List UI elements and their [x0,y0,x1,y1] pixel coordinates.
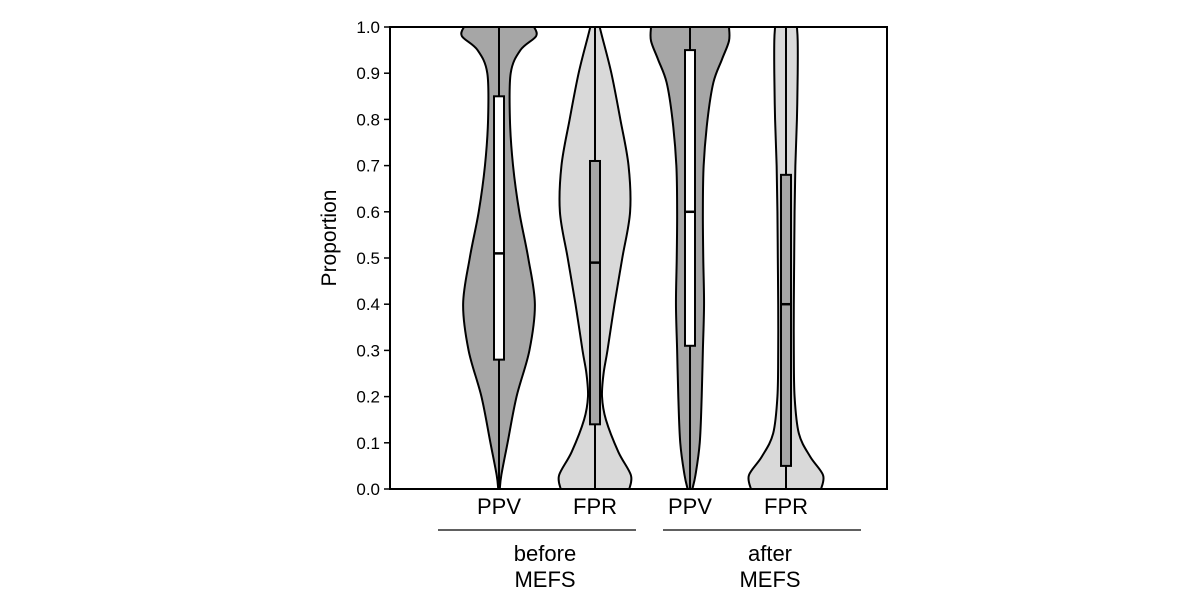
x-category-label: FPR [573,494,617,519]
iqr-box [684,49,696,347]
y-axis-ticks: 0.0 0.1 0.2 0.3 0.4 0.5 0.6 0.7 0.8 0.9 1.0 [356,18,390,499]
violin-series [460,26,825,490]
plot-frame [389,26,888,490]
y-tick-label: 0.8 [356,110,380,129]
y-axis-title: Proportion [318,190,341,287]
iqr-box [780,173,792,467]
y-tick-label: 0.2 [356,388,380,407]
y-tick-label: 0.3 [356,341,380,360]
y-tick-label: 0.7 [356,157,380,176]
y-tick-label: 0.4 [356,295,380,314]
x-category-label: PPV [477,494,521,519]
group-label-line: MEFS [739,567,800,592]
y-tick-label: 1.0 [356,18,380,37]
x-axis-labels: PPV FPR PPV FPR [477,494,808,519]
y-tick-label: 0.6 [356,203,380,222]
y-tick-label: 0.1 [356,434,380,453]
y-tick-label: 0.0 [356,480,380,499]
group-label-line: before [514,541,576,566]
y-tick-label: 0.9 [356,64,380,83]
group-label-line: MEFS [514,567,575,592]
iqr-box [493,95,505,361]
iqr-box [589,159,601,426]
x-category-label: FPR [764,494,808,519]
x-category-label: PPV [668,494,712,519]
y-tick-label: 0.5 [356,249,380,268]
group-label-line: after [748,541,792,566]
